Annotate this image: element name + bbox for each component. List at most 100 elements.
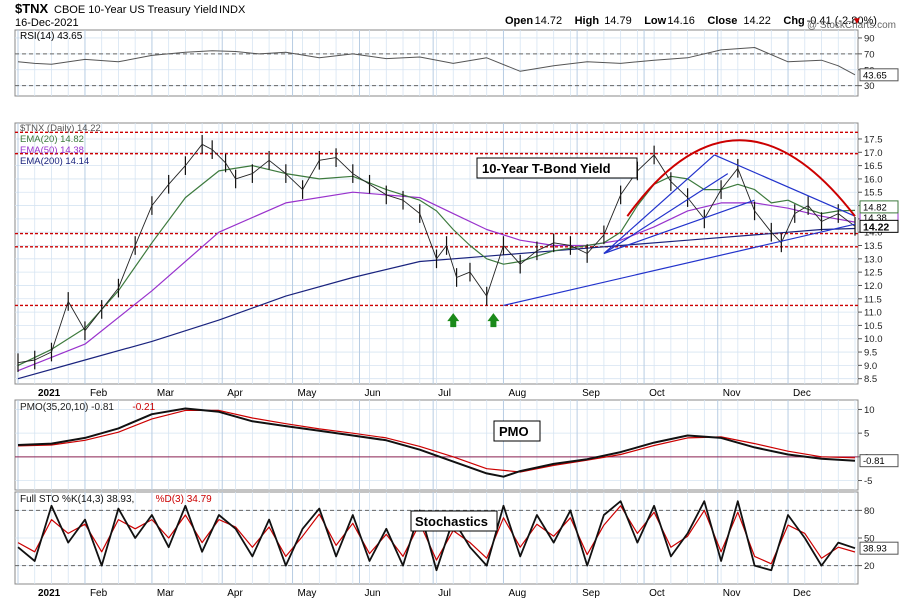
quote-label: High: [575, 15, 600, 27]
x-month-label: Nov: [723, 388, 741, 399]
x-month-label: Sep: [582, 388, 600, 399]
y-tick-label: 16.0: [864, 174, 883, 185]
quote-value: 14.22: [743, 15, 771, 27]
pmo-legend-entry: PMO(35,20,10) -0.81: [20, 402, 114, 413]
x-month-label: Aug: [508, 588, 526, 599]
x-month-label: Feb: [90, 588, 108, 599]
chart-date: 16-Dec-2021: [15, 17, 79, 29]
last-value-box: [859, 541, 899, 555]
quote-label: Low: [644, 15, 666, 27]
y-tick-label: 8.5: [864, 374, 877, 385]
watermark: @ StockCharts.com: [807, 20, 896, 31]
annotation-box: [410, 510, 498, 532]
x-month-label: May: [298, 388, 317, 399]
x-month-label: Oct: [649, 588, 665, 599]
y-tick-label: 15.5: [864, 188, 883, 199]
trend-line: [503, 223, 856, 307]
rounded-top-arc: [626, 139, 856, 217]
y-tick-label: 17.5: [864, 134, 883, 145]
quote-label: Chg: [783, 15, 804, 27]
chart-annotation: 10-Year T-Bond Yield: [482, 161, 611, 176]
rsi-legend: RSI(14) 43.65: [20, 31, 83, 42]
quote-value: 14.72: [535, 15, 563, 27]
y-tick-label: 12.5: [864, 268, 883, 279]
annotation-box: [476, 157, 638, 179]
x-month-label: Nov: [723, 588, 741, 599]
quote-value: 14.79: [604, 15, 632, 27]
price-legend-entry: $TNX (Daily) 14.22: [20, 123, 101, 134]
stochastics-panel: 20 50 80 Full STO %K(14,3) 38.93, %D(3) 34.7…: [14, 491, 899, 585]
quote-label: Close: [707, 15, 737, 27]
up-arrow-icon: [487, 313, 500, 328]
last-value-box: [859, 68, 899, 82]
y-tick-label: 12.0: [864, 281, 883, 292]
sto-legend-entry: Full STO %K(14,3) 38.93,: [20, 494, 134, 505]
chart-annotation: PMO: [499, 424, 529, 439]
last-value-label: 14.82: [863, 202, 887, 213]
last-value-label: -0.81: [863, 456, 885, 467]
y-tick-label: -5: [864, 476, 872, 487]
exchange: INDX: [219, 4, 246, 16]
last-close-label: 14.22: [863, 221, 889, 233]
last-close-box: [859, 219, 899, 233]
quote-value: 14.16: [667, 15, 695, 27]
x-month-label: Dec: [793, 588, 811, 599]
quote-bar: Open 14.72 High 14.79 Low 14.16 Close 14.22 Chg -…: [505, 15, 877, 27]
y-tick-label: 9.0: [864, 361, 877, 372]
x-month-label: 2021: [38, 388, 61, 399]
sto-legend-entry: %D(3) 34.79: [156, 494, 213, 505]
series-line--tnx-daily-: [17, 143, 856, 364]
last-value-label: 43.65: [863, 70, 887, 81]
security-name: CBOE 10-Year US Treasury Yield: [54, 4, 217, 16]
x-month-label: Apr: [227, 388, 243, 399]
y-tick-label: 5: [864, 429, 869, 440]
symbol: $TNX: [15, 1, 49, 16]
y-tick-label: 14.0: [864, 228, 883, 239]
y-tick-label: 30: [864, 81, 875, 92]
y-tick-label: 11.0: [864, 308, 882, 319]
y-tick-label: 9.5: [864, 348, 877, 359]
x-month-label: 2021: [38, 588, 61, 599]
trend-line: [603, 154, 715, 254]
x-month-label: Sep: [582, 588, 600, 599]
y-tick-label: 10.5: [864, 321, 883, 332]
price-legend-entry: EMA(50) 14.38: [20, 145, 84, 156]
last-value-box: [859, 454, 899, 468]
x-month-label: Jun: [364, 388, 380, 399]
x-month-label: Jul: [438, 388, 451, 399]
price-panel: 8.5 9.0 9.5 10.0 10.5 11.0 11.5 12.0 12.5 13.0 13.…: [14, 122, 899, 385]
series-line--k: [17, 500, 856, 572]
chart-annotation: Stochastics: [415, 514, 488, 529]
chg-down-triangle-icon: ▼: [852, 16, 862, 27]
x-month-label: Apr: [227, 588, 243, 599]
y-tick-label: 80: [864, 506, 875, 517]
price-legend-entry: EMA(200) 14.14: [20, 156, 89, 167]
x-month-label: Mar: [157, 388, 175, 399]
last-value-box: [859, 200, 899, 214]
x-month-label: Jul: [438, 588, 451, 599]
y-tick-label: 20: [864, 561, 875, 572]
trend-line: [603, 173, 729, 255]
quote-label: Open: [505, 15, 533, 27]
last-value-label: 14.38: [863, 213, 887, 224]
x-month-label: Mar: [157, 588, 175, 599]
series-line-pmo-35-20-10-: [17, 407, 856, 478]
x-axis: 2021 Feb Mar Apr May Jun Jul Aug Sep Oct Nov Dec 202…: [38, 388, 811, 599]
y-tick-label: 90: [864, 33, 875, 44]
y-tick-label: 16.5: [864, 161, 883, 172]
series-line-ema-200-: [17, 227, 856, 380]
x-month-label: Jun: [364, 588, 380, 599]
y-tick-label: 17.0: [864, 148, 883, 159]
last-value-label: 38.93: [863, 544, 887, 555]
series-line-rsi-14-: [17, 47, 856, 76]
annotation-box: [493, 420, 541, 442]
y-tick-label: 13.5: [864, 241, 883, 252]
y-tick-label: 50: [864, 534, 875, 545]
x-month-label: May: [298, 588, 317, 599]
y-tick-label: 10: [864, 405, 875, 416]
y-tick-label: 10.0: [864, 334, 883, 345]
trend-line: [603, 199, 755, 255]
y-tick-label: 70: [864, 49, 875, 60]
